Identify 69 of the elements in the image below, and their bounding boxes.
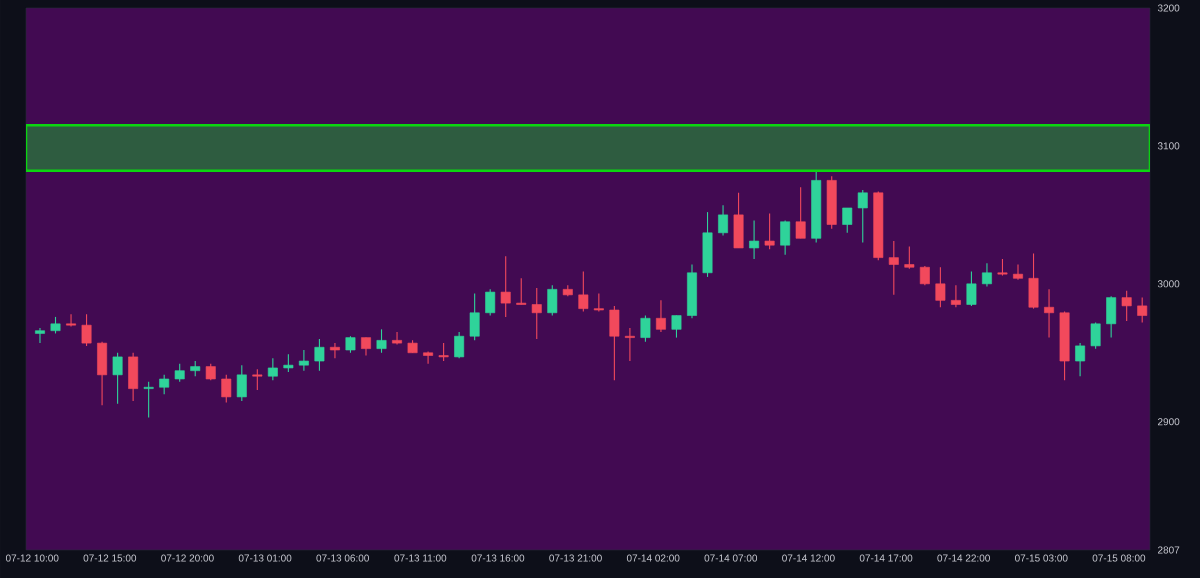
x-tick-label: 07-13 16:00: [471, 554, 525, 562]
x-tick-label: 07-14 22:00: [937, 554, 990, 562]
candlestick: [454, 331, 465, 359]
x-tick-label: 07-15 08:00: [1092, 554, 1146, 562]
x-tick-label: 07-13 06:00: [316, 554, 369, 562]
candlestick: [1121, 290, 1132, 322]
candlestick: [500, 255, 511, 318]
x-tick-label: 07-12 20:00: [161, 554, 214, 562]
y-tick-label: 2900: [1157, 418, 1180, 426]
candlestick: [159, 374, 170, 395]
candlestick: [485, 288, 496, 317]
x-tick-label: 07-13 21:00: [549, 554, 602, 562]
candlestick: [982, 262, 992, 288]
candlestick: [423, 350, 434, 365]
candlestick: [392, 331, 402, 346]
candlestick: [578, 270, 589, 312]
candlestick: [329, 342, 340, 359]
candlestick: [842, 207, 853, 234]
candlestick: [857, 189, 868, 243]
candlestick: [252, 368, 263, 391]
y-tick-label: 3200: [1157, 4, 1180, 12]
candlestick: [1090, 321, 1101, 350]
x-tick-label: 07-13 11:00: [394, 554, 447, 562]
candlestick: [671, 314, 682, 339]
candlestick: [795, 186, 806, 239]
candlestick: [904, 246, 915, 270]
candlestick: [267, 357, 278, 381]
candlestick: [298, 349, 309, 372]
candlestick: [718, 204, 728, 237]
x-tick-label: 07-15 03:00: [1014, 554, 1068, 562]
candlestick: [516, 277, 527, 306]
candlestick: [376, 328, 387, 354]
candlestick: [221, 374, 232, 403]
candlestick: [143, 381, 154, 419]
candlestick: [780, 219, 791, 256]
candlestick: [919, 265, 930, 286]
x-tick-label: 07-14 07:00: [704, 554, 758, 562]
candlestick: [314, 338, 325, 372]
candlestick: [112, 352, 123, 405]
candlestick: [81, 313, 92, 347]
candlestick: [749, 219, 760, 260]
candlestick: [236, 364, 247, 402]
candlestick: [888, 240, 899, 296]
y-tick-label: 3000: [1157, 280, 1180, 288]
candlestick: [966, 270, 977, 307]
candlestick: [469, 292, 480, 341]
x-tick-label: 07-12 10:00: [5, 554, 59, 562]
candlestick: [1137, 297, 1148, 323]
candlestick: [593, 292, 604, 312]
candlestick: [764, 212, 775, 250]
candlestick: [655, 299, 666, 333]
candlestick: [35, 327, 45, 344]
candlestick: [1044, 288, 1055, 339]
x-tick-label: 07-12 15:00: [83, 554, 137, 562]
y-tick-label: 3100: [1157, 142, 1180, 150]
candlestick: [640, 314, 651, 343]
candlestick: [531, 287, 542, 340]
candlestick: [935, 266, 946, 308]
y-tick-label: 2807: [1157, 546, 1180, 554]
x-tick-label: 07-13 01:00: [238, 554, 292, 562]
candlestick: [950, 284, 961, 308]
candlestick: [624, 327, 635, 362]
x-tick-label: 07-14 02:00: [626, 554, 680, 562]
candlestick: [66, 313, 76, 328]
x-tick-label: 07-14 17:00: [859, 554, 913, 562]
candlestick: [1075, 342, 1086, 377]
candlestick: [547, 284, 558, 317]
x-tick-label: 07-14 12:00: [782, 554, 835, 562]
candlestick: [1013, 263, 1023, 281]
